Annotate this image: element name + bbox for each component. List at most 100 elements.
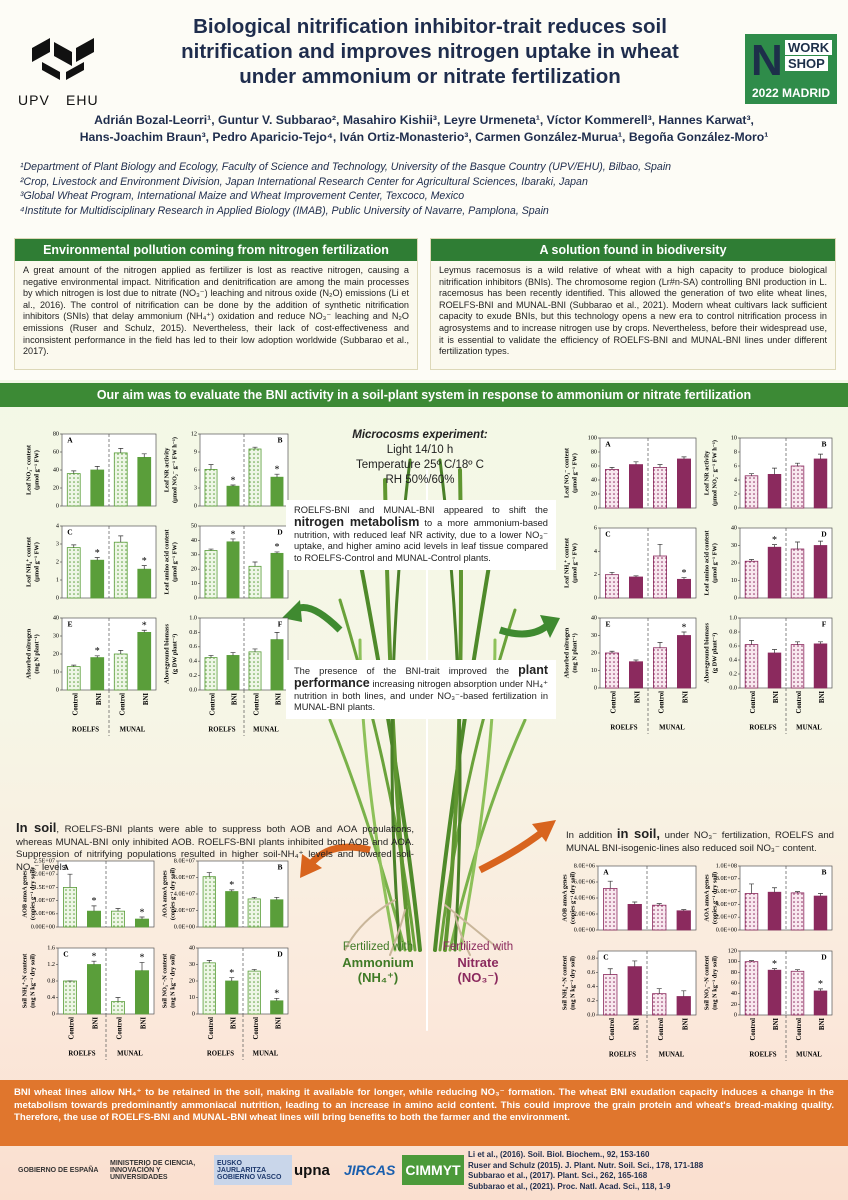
y-tick-label: 1.5E+07 — [34, 884, 55, 891]
bar — [204, 657, 218, 691]
affiliation: ²Crop, Livestock and Environment Divisio… — [20, 175, 588, 188]
callout-emphasis: plant performance — [294, 663, 548, 690]
panel-letter: F — [278, 620, 283, 629]
bar — [629, 661, 644, 689]
panel-letter: B — [277, 863, 282, 872]
y-axis-label: (mg N plant⁻¹) — [571, 633, 578, 673]
y-tick-label: 30 — [591, 632, 597, 639]
y-tick-label: 20 — [53, 484, 59, 491]
bar — [66, 547, 81, 599]
y-tick-label: 2 — [56, 558, 59, 565]
significance-star: * — [274, 989, 279, 1000]
experiment-line: Light 14/10 h — [386, 444, 454, 456]
group-label: ROELFS — [749, 725, 776, 732]
bar — [134, 970, 149, 1015]
error-bar — [67, 873, 73, 888]
y-axis-label: (mg N kg⁻¹ dry soil) — [169, 954, 176, 1008]
y-tick-label: 0.4 — [587, 983, 595, 990]
bar — [677, 578, 692, 599]
error-bar — [118, 535, 124, 543]
error-bar — [681, 577, 687, 580]
error-bar — [607, 968, 613, 975]
panel-letter: C — [63, 950, 68, 959]
bar — [90, 469, 105, 507]
panel-letter: B — [277, 436, 282, 445]
significance-star: * — [140, 907, 145, 918]
experiment-line: RH 50%/60% — [385, 474, 455, 486]
bar — [767, 969, 782, 1016]
bar — [767, 891, 782, 931]
y-tick-label: 10 — [591, 667, 597, 674]
sponsor: GOBIERNO DE ESPAÑA — [18, 1155, 108, 1185]
error-bar — [141, 453, 147, 458]
author-line: Hans-Joachim Braun³, Pedro Aparicio-Tejo… — [79, 130, 769, 144]
group-label: MUNAL — [253, 1051, 279, 1058]
error-bar — [795, 891, 800, 893]
x-tick-label: Control — [750, 691, 757, 714]
y-tick-label: 6 — [594, 524, 597, 531]
aim-banner: Our aim was to evaluate the BNI activity… — [0, 383, 848, 407]
error-bar — [681, 990, 687, 997]
bar — [744, 644, 759, 689]
error-bar — [795, 541, 800, 549]
error-bar — [772, 887, 777, 893]
bar — [137, 456, 152, 507]
bar — [813, 643, 828, 689]
authors: Adrián Bozal-Leorri¹, Guntur V. Subbarao… — [20, 112, 828, 146]
experiment-heading: Microcosms experiment: — [352, 429, 488, 441]
bar — [653, 555, 668, 599]
group-label: ROELFS — [208, 727, 235, 734]
y-tick-label: 6.0E+06 — [574, 878, 595, 885]
error-bar — [657, 642, 663, 648]
panel-letter: A — [603, 868, 609, 877]
y-tick-label: 20 — [191, 566, 197, 573]
y-tick-label: 40 — [731, 990, 737, 997]
group-label: ROELFS — [68, 1051, 95, 1058]
bar — [605, 574, 620, 599]
y-axis-label: Aboveground biomass — [703, 623, 710, 683]
y-tick-label: 40 — [53, 466, 59, 473]
bar — [111, 1001, 126, 1015]
y-tick-label: 8.0E+07 — [716, 875, 737, 882]
y-tick-label: 20 — [53, 650, 59, 657]
y-tick-label: 6.0E+07 — [174, 874, 195, 881]
error-bar — [91, 905, 97, 912]
y-tick-label: 20 — [731, 1001, 737, 1008]
y-tick-label: 40 — [189, 944, 195, 951]
y-tick-label: 5.0E+06 — [34, 910, 55, 917]
logo-text: EHU — [66, 92, 99, 108]
fert-line: Fertilized with — [442, 941, 514, 953]
error-bar — [681, 909, 687, 911]
arrows — [282, 600, 560, 878]
bar — [813, 545, 828, 599]
y-tick-label: 80 — [53, 430, 59, 437]
group-label: MUNAL — [796, 1052, 822, 1059]
y-axis-label: (mg N kg⁻¹ dry soil) — [29, 954, 36, 1008]
error-bar — [118, 448, 124, 453]
y-axis-label: (mg N plant⁻¹) — [33, 634, 40, 674]
bar — [603, 974, 618, 1016]
bar — [202, 876, 216, 928]
y-tick-label: 30 — [53, 632, 59, 639]
bar — [202, 962, 216, 1015]
box-text: A great amount of the nitrogen applied a… — [23, 265, 409, 357]
callout-performance: The presence of the BNI-trait improved t… — [286, 660, 556, 720]
bar — [744, 560, 759, 599]
error-bar — [749, 960, 754, 962]
callout-text: increasing nitrogen absorption under NH₄… — [294, 678, 548, 713]
y-tick-label: 2.0E+07 — [716, 914, 737, 921]
bar — [653, 647, 668, 689]
sponsor-text: CIMMYT — [405, 1162, 461, 1178]
x-tick-label: BNI — [682, 1018, 689, 1030]
error-bar — [772, 649, 777, 653]
x-tick-label: Control — [611, 691, 618, 714]
error-bar — [795, 969, 800, 972]
panel-letter: C — [605, 530, 610, 539]
y-tick-label: 1.6 — [47, 944, 55, 951]
error-bar — [609, 467, 615, 470]
y-tick-label: 30 — [189, 961, 195, 968]
bar — [63, 887, 78, 928]
bar — [226, 485, 240, 507]
bar — [813, 895, 828, 931]
error-bar — [633, 461, 639, 465]
